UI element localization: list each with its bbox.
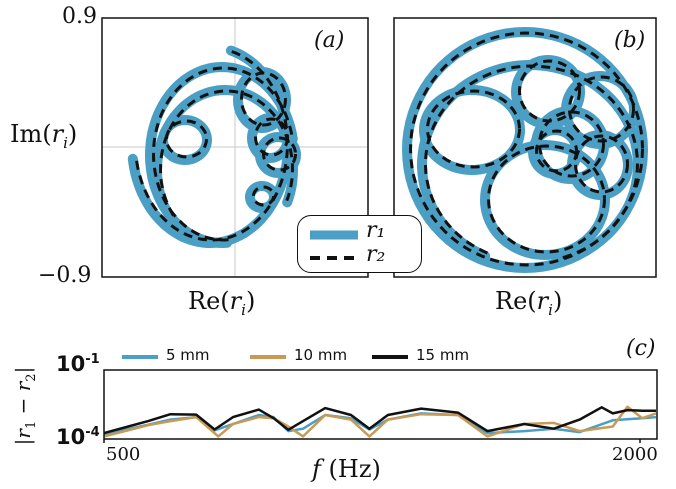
panel-b-label: (b) [614,28,646,53]
panel-c-ytick-bottom: 10-4 [56,425,100,449]
legend-top-swatches [310,230,358,260]
legend-15mm-swatch [372,355,408,359]
panel-b-r2-loop-8 [573,134,629,194]
panel-a-r2-loop-6 [164,119,208,159]
panel-a-r2-loop-3 [239,71,287,127]
panel-c-ytick-top: 10-1 [56,352,100,376]
panel-b-r1-loop-7 [527,124,582,180]
panel-b-r2-loop-1 [423,64,640,261]
panel-a-r1-loop-1 [145,61,298,249]
panel-c-label: (c) [626,336,656,361]
panel-a-label: (a) [314,28,345,53]
panel-a-xlabel: Re(ri) [188,287,256,319]
panel-c-series-10-mm [103,405,657,438]
legend-r2-label: r₂ [366,242,386,267]
panel-a-r2-loop-7 [252,185,275,207]
panel-c-series-5-mm [103,412,657,436]
panel-c-ylabel: |r1 − r2| [11,366,39,446]
panel-a-r2-loop-5 [262,136,297,172]
panel-c-series-15-mm [103,406,656,435]
panel-b-r2-loop-7 [534,129,578,173]
panel-a-trajectories [127,45,301,249]
panel-a-r1-loop-4 [246,112,293,164]
legend-5mm-swatch [122,355,158,359]
panel-b-r2-loop-4 [517,59,581,123]
panel-b-frame [393,17,657,278]
legend-15mm-label: 15 mm [416,346,470,364]
panel-b-r2-loop-5 [567,75,635,143]
panel-c-lines [103,405,657,438]
panel-b-xlabel: Re(ri) [495,287,563,319]
panel-a-ylabel: Im(ri) [10,120,78,152]
panel-c [103,369,658,443]
panel-a-ytick-bottom: −0.9 [38,263,92,288]
legend-10mm-swatch [250,355,286,359]
legend-r1-label: r₁ [366,218,386,243]
panel-c-xtick-right: 2000 [612,444,658,465]
panel-a-r2-loop-4 [254,117,289,157]
panel-a-r2-loop-2 [158,89,295,217]
panel-c-frame [103,369,658,440]
legend-top: r₁ r₂ [297,215,422,273]
legend-5mm-label: 5 mm [166,346,210,364]
panel-b-r2-loop-6 [537,110,605,178]
panel-c-xlabel: f (Hz) [312,455,381,483]
panel-b-r1-loop-3 [418,84,525,176]
panel-a [101,17,369,278]
panel-a-r2-loop-1 [152,66,294,242]
panel-b [393,17,657,278]
panel-b-trajectories [401,26,648,274]
panel-a-frame [101,17,369,278]
panel-c-xtick-left: 500 [106,444,141,465]
panel-a-r1-loop-6 [157,114,212,166]
panel-a-ytick-top: 0.9 [62,4,97,29]
legend-10mm-label: 10 mm [294,346,348,364]
panel-a-r2-loop-0 [134,50,290,242]
